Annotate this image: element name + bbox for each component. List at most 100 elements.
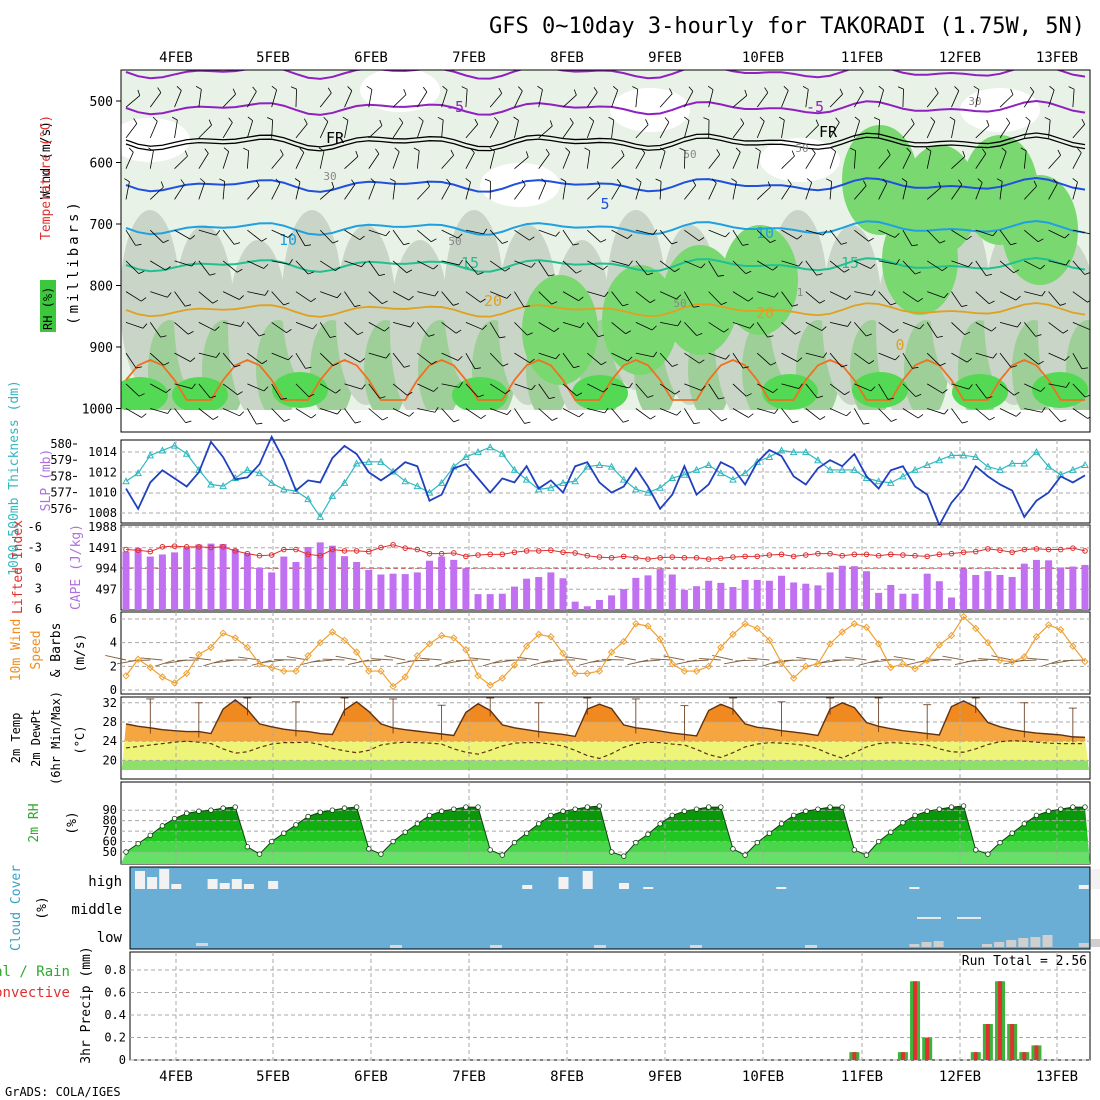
cape-label: CAPE (J/kg): [69, 524, 84, 610]
contour-label: 1: [797, 286, 804, 299]
rh-point: [512, 840, 517, 845]
cape-bar: [778, 576, 785, 610]
rh-area: [522, 275, 598, 385]
cape-bar: [960, 569, 967, 610]
rh-area: [452, 377, 508, 413]
cloud-low-bar: [805, 945, 817, 948]
cape-bar: [827, 572, 834, 610]
rh-point: [779, 821, 784, 826]
li-tick: 3: [35, 582, 42, 596]
date-label-top: 9FEB: [648, 50, 682, 66]
rh-area: [882, 205, 958, 315]
cloud-label: Cloud Cover: [9, 865, 24, 951]
rh-point: [1010, 831, 1015, 836]
wind10m-label-a: 10m Wind: [9, 619, 24, 682]
cloud-level-low: low: [97, 930, 123, 946]
temp-band: [121, 760, 1090, 770]
wind10m-panel: 6420 10m Wind Speed & Barbs (m/s): [9, 612, 1090, 697]
rh-point: [973, 848, 978, 853]
rh-point: [816, 807, 821, 812]
cape-bar: [280, 557, 287, 610]
cape-bar: [353, 562, 360, 610]
cloud-high-bar: [268, 881, 278, 889]
precip-tick: 0.6: [104, 986, 126, 1000]
rh-point: [1046, 809, 1051, 814]
wind-tick: 4: [110, 636, 117, 650]
rh-point: [828, 805, 833, 810]
contour-label: 50: [683, 148, 696, 161]
upper-rh-label: RH (%): [41, 287, 55, 330]
temp2m-unit: (°C): [73, 726, 87, 755]
cloud-high-bar: [583, 871, 593, 889]
cloud-high-bar: [522, 885, 532, 889]
rh-point: [634, 840, 639, 845]
contour-label: 30: [968, 95, 981, 108]
precip-tick: 0.4: [104, 1008, 126, 1022]
cape-bar: [790, 582, 797, 610]
rh-point: [172, 816, 177, 821]
rh-point: [269, 839, 274, 844]
upper-pressure-label: (millibars): [66, 199, 82, 325]
rh-point: [852, 848, 857, 853]
li-tick: 0: [35, 561, 42, 575]
rh-point: [221, 806, 226, 811]
precip-label-a: Total / Rain: [0, 964, 70, 980]
rh-point: [864, 853, 869, 858]
precip-label-c: 3hr Precip (mm): [79, 946, 94, 1063]
cape-bar: [390, 574, 397, 610]
rh-point: [743, 853, 748, 858]
wind-barb: [1090, 229, 1093, 234]
cloud-high-bar: [244, 884, 254, 889]
cape-bar: [183, 547, 190, 610]
date-label-bottom: 7FEB: [452, 1069, 486, 1085]
rh-area: [610, 88, 690, 132]
rh-point: [694, 807, 699, 812]
date-label-bottom: 10FEB: [742, 1069, 784, 1085]
rh-point: [342, 806, 347, 811]
cape-bar: [851, 566, 858, 610]
cape-bar: [802, 584, 809, 610]
upper-temp-label: Temperature (°C): [39, 115, 54, 240]
cape-tick: 994: [95, 562, 117, 576]
cape-bar: [207, 544, 214, 610]
cape-bar: [972, 575, 979, 610]
rh-point: [136, 841, 141, 846]
temp-band: [121, 741, 1090, 760]
rh-point: [318, 810, 323, 815]
rh-area: [112, 377, 168, 413]
cloud-low-bar: [1018, 938, 1028, 947]
date-label-bottom: 12FEB: [939, 1069, 981, 1085]
pressure-tick-label: 900: [90, 341, 113, 356]
cloud-low-bar: [594, 945, 606, 948]
temp-tick: 28: [103, 715, 117, 729]
cloud-low-bar: [994, 942, 1004, 947]
precip-conv-bar: [852, 1052, 856, 1060]
cape-bar: [220, 544, 227, 610]
cape-bar: [438, 557, 445, 610]
date-label-bottom: 9FEB: [648, 1069, 682, 1085]
slp-tick: 1012: [88, 465, 117, 479]
cloud-unit: (%): [35, 896, 50, 919]
rh-point: [184, 811, 189, 816]
precip-conv-bar: [986, 1024, 990, 1060]
cloud-low-bar: [909, 944, 919, 947]
rh-point: [488, 848, 493, 853]
cloud-high-bar: [232, 879, 242, 889]
rh-point: [476, 805, 481, 810]
cape-bar: [123, 552, 130, 610]
rh-point: [731, 847, 736, 852]
rh-point: [245, 844, 250, 849]
cape-bar: [511, 587, 518, 610]
li-tick: 6: [35, 602, 42, 616]
rh-point: [1034, 813, 1039, 818]
upper-air-panel: -5 -5FR FR510 1015 15202003050 505030501 5006…: [39, 65, 1100, 432]
precip-conv-bar: [901, 1052, 905, 1060]
rh-point: [500, 853, 505, 858]
contour-label: 20: [484, 292, 502, 310]
cape-bar: [754, 580, 761, 610]
temp2m-label-c: (6hr Min/Max): [49, 691, 63, 785]
rh-point: [549, 813, 554, 818]
cape-bar: [499, 594, 506, 610]
cape-bar: [268, 572, 275, 610]
rh-point: [840, 805, 845, 810]
